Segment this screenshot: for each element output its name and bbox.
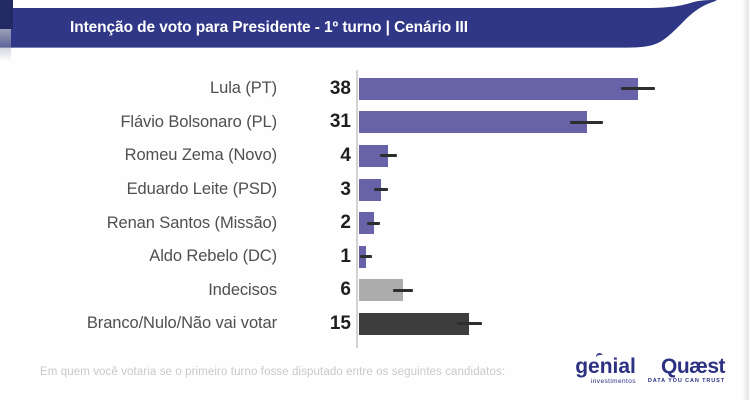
category-label: Aldo Rebelo (DC) [149,247,277,266]
value-label: 4 [340,144,351,166]
error-bar [621,87,655,91]
bar [359,178,382,201]
category-label: Branco/Nulo/Não vai votar [86,314,277,333]
value-label: 3 [340,178,351,200]
category-label: Lula (PT) [210,79,277,98]
category-label: Romeu Zema (Novo) [124,146,277,165]
bar-track [357,173,749,207]
bar-track [357,206,749,240]
chart-row: Branco/Nulo/Não vai votar 15 [0,307,749,341]
bar-track [357,240,749,274]
bar [359,279,404,302]
chart-row: Renan Santos (Missão) 2 [0,206,749,240]
error-bar [379,154,398,158]
category-label: Flávio Bolsonaro (PL) [120,112,277,131]
bar [359,111,587,134]
bar-chart: Lula (PT) 38 Flávio Bolsonaro (PL) 31 Romeu … [0,70,749,348]
genial-logo-subtitle: investimentos [590,378,636,385]
bar-track [357,139,749,173]
genial-wordmark: genial [575,355,636,378]
value-label: 31 [329,111,351,133]
genial-logo: genial investimentos [575,352,636,385]
value-label: 6 [340,279,351,301]
axis-baseline [356,70,358,348]
category-label: Renan Santos (Missão) [106,213,277,232]
frame-edge-artifact [0,0,13,29]
chart-row: Flávio Bolsonaro (PL) 31 [0,106,749,140]
quaest-logo-tagline: DATA YOU CAN TRUST [647,378,725,384]
bar [359,144,389,167]
category-label: Indecisos [208,280,277,299]
logo-group: genial investimentos Quæst DATA YOU CAN … [575,352,726,385]
value-label: 2 [340,212,351,234]
error-bar [373,188,389,192]
category-label: Eduardo Leite (PSD) [126,180,277,199]
value-label: 1 [340,245,351,267]
quaest-wordmark: Quæst [660,355,726,378]
value-label: 38 [329,77,351,99]
chart-row: Aldo Rebelo (DC) 1 [0,240,749,274]
bar [359,77,638,100]
quaest-logo: Quæst DATA YOU CAN TRUST [647,355,726,384]
genial-logo-name: genial [575,352,636,378]
bar-track [357,72,749,106]
page-title: Intenção de voto para Presidente - 1º tu… [70,19,468,36]
chart-row: Eduardo Leite (PSD) 3 [0,173,749,207]
error-bar [360,255,373,259]
frame-right-edge [742,0,749,400]
chart-row: Indecisos 6 [0,274,749,308]
error-bar [392,288,414,292]
value-label: 15 [329,312,351,334]
error-bar [569,120,604,124]
bar-track [357,274,749,308]
frame-edge-fade [0,29,11,61]
bar [359,212,374,235]
bar-track [357,106,749,140]
chart-row: Romeu Zema (Novo) 4 [0,139,749,173]
bar-track [357,307,749,341]
chart-row: Lula (PT) 38 [0,72,749,106]
error-bar [456,322,482,326]
bar [359,312,470,335]
survey-question: Em quem você votaria se o primeiro turno… [40,366,506,378]
header-banner-swoosh [0,0,717,48]
error-bar [367,221,381,225]
